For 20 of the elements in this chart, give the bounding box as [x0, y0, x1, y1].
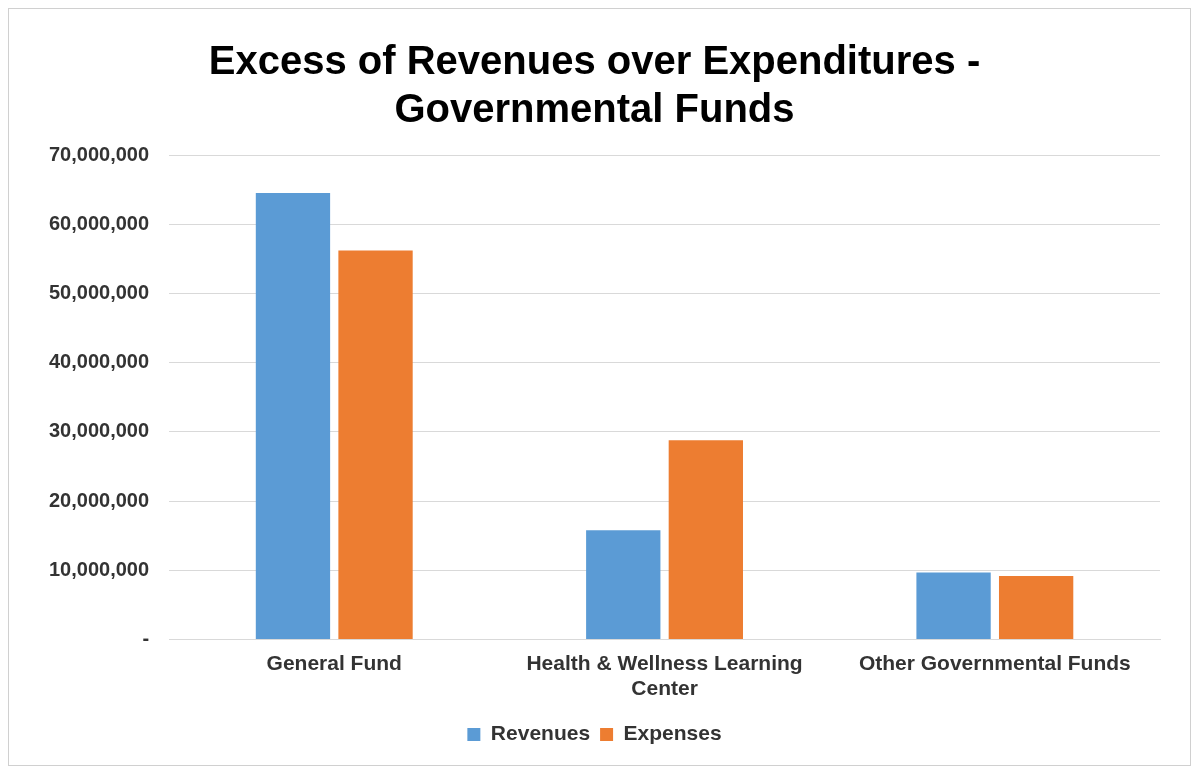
y-tick-label: 60,000,000 [48, 211, 150, 234]
x-tick-label: Health & Wellness Learning Center [526, 651, 803, 700]
bar [255, 193, 331, 640]
y-tick-label: 50,000,000 [48, 280, 150, 303]
bar [668, 440, 743, 640]
bar [586, 530, 661, 640]
bar [916, 572, 991, 640]
bar [998, 575, 1074, 640]
y-tick-label: 10,000,000 [48, 557, 150, 580]
x-tick-label: General Fund [266, 651, 402, 674]
y-tick-label: - [142, 627, 150, 650]
x-tick-label: Other Governmental Funds [858, 651, 1131, 674]
chart-title: Excess of Revenues over Expenditures - Governmental Funds [208, 38, 981, 131]
y-tick-label: 70,000,000 [48, 142, 150, 165]
legend-label: Expenses [623, 721, 722, 745]
y-tick-label: 20,000,000 [48, 488, 150, 511]
legend-label: Revenues [490, 721, 591, 745]
y-tick-label: 40,000,000 [48, 350, 150, 373]
bar [338, 250, 413, 640]
y-tick-label: 30,000,000 [48, 419, 150, 442]
